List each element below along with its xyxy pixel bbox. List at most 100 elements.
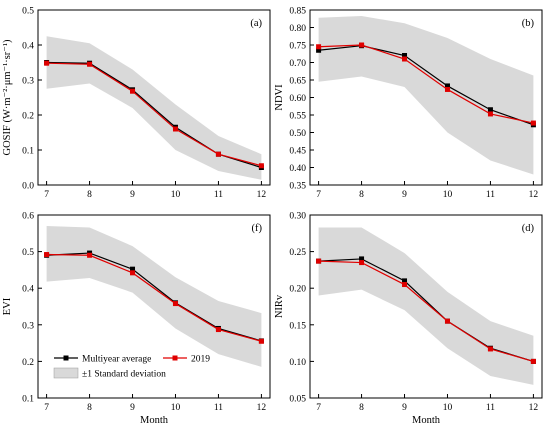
y-tick-label: 0.4 (22, 285, 34, 295)
y-tick-label: 0.25 (289, 248, 306, 258)
series-line-2019 (318, 44, 534, 124)
data-point-2019 (258, 338, 264, 344)
data-point-multiyear-average (487, 107, 493, 113)
data-point-2019 (87, 252, 93, 258)
panel-label: (b) (522, 18, 535, 29)
data-point-multiyear-average (316, 47, 322, 53)
series-line-2019 (46, 62, 262, 167)
x-tick-label: 7 (44, 190, 49, 200)
y-axis-label: GOSIF (W·m⁻²·μm⁻¹·sr⁻¹) (2, 39, 13, 155)
y-tick-label: 0.1 (22, 147, 34, 157)
x-tick-label: 8 (359, 403, 364, 413)
y-axis-label: NDVI (274, 84, 285, 111)
std-band-2 (46, 225, 262, 367)
y-tick-label: 0.30 (289, 212, 306, 222)
x-tick-label: 10 (171, 403, 181, 413)
data-point-2019 (215, 151, 221, 157)
data-point-2019 (316, 258, 322, 264)
data-point-2019 (359, 260, 365, 266)
panel-label: (a) (250, 18, 262, 29)
x-tick-label: 11 (214, 190, 223, 200)
y-tick-label: 0.6 (22, 212, 34, 222)
plot-frame-3 (309, 214, 543, 399)
data-point-multiyear-average (402, 53, 408, 58)
plot-frame-2 (37, 214, 271, 399)
series-line-multiyear-average (318, 45, 534, 126)
x-tick-label: 7 (316, 190, 321, 200)
std-band-3 (318, 227, 534, 385)
x-axis-label: Month (140, 415, 169, 426)
data-point-multiyear-average (359, 256, 365, 262)
x-tick-label: 8 (87, 190, 92, 200)
x-tick-label: 10 (171, 190, 181, 200)
x-tick-label: 10 (443, 403, 453, 413)
data-point-multiyear-average (402, 278, 408, 284)
y-tick-label: 0.70 (289, 59, 306, 69)
series-line-2019 (46, 253, 262, 342)
data-point-multiyear-average (444, 83, 450, 89)
legend: Multiyear average 2019 ±1 Standard deviati… (53, 355, 210, 380)
panel-label: (d) (522, 223, 535, 234)
data-point-2019 (402, 282, 408, 288)
x-tick-label: 9 (130, 403, 135, 413)
chart-panel-1: 0.35 0.40 0.45 0.50 0.55 0.60 0.65 0.70 0.75 0.80… (274, 7, 543, 200)
x-tick-label: 9 (402, 403, 407, 413)
x-tick-label: 10 (443, 190, 453, 200)
x-tick-label: 11 (486, 190, 495, 200)
y-tick-label: 0.4 (22, 42, 34, 52)
data-point-2019 (172, 126, 178, 132)
x-tick-label: 12 (529, 190, 539, 200)
data-point-2019 (215, 327, 221, 333)
y-tick-label: 0.3 (22, 321, 34, 331)
std-band-1 (318, 15, 534, 175)
x-tick-label: 7 (316, 403, 321, 413)
data-point-2019 (87, 61, 93, 67)
data-point-2019 (44, 60, 50, 66)
x-tick-label: 9 (402, 190, 407, 200)
series-line-multiyear-average (46, 252, 262, 342)
x-tick-label: 11 (486, 403, 495, 413)
y-tick-label: 0.5 (22, 248, 34, 258)
y-tick-label: 0.75 (289, 42, 306, 52)
x-axis-label: Month (412, 415, 441, 426)
plot-frame-0 (37, 9, 271, 186)
data-point-2019 (172, 301, 178, 307)
x-tick-label: 12 (257, 403, 267, 413)
y-tick-label: 0.05 (289, 395, 306, 405)
data-point-2019 (530, 120, 536, 126)
data-point-2019 (130, 88, 136, 94)
y-tick-label: 0.60 (289, 94, 306, 104)
data-point-2019 (530, 358, 536, 364)
chart-panel-0: 0.0 0.1 0.2 0.3 0.4 0.5 7 8 9 10 11 12 (a) GOSIF (W·m… (2, 7, 271, 200)
series-line-2019 (318, 260, 534, 362)
data-point-2019 (316, 44, 322, 50)
data-point-2019 (444, 318, 450, 324)
y-axis-label: EVI (2, 297, 13, 315)
chart-panel-3: 0.05 0.10 0.15 0.20 0.25 0.30 7 8 9 10 11 12 (d) NIRv… (274, 212, 543, 426)
x-tick-label: 7 (44, 403, 49, 413)
y-tick-label: 0.35 (289, 182, 306, 192)
x-tick-label: 8 (359, 190, 364, 200)
y-tick-label: 0.80 (289, 24, 306, 34)
x-tick-label: 12 (257, 190, 267, 200)
legend-marker-2019 (172, 355, 178, 361)
data-point-2019 (487, 111, 493, 117)
data-point-2019 (130, 270, 136, 276)
y-axis-label: NIRv (274, 294, 285, 318)
y-tick-label: 0.2 (22, 358, 34, 368)
y-tick-label: 0.1 (22, 395, 34, 405)
y-tick-label: 0.50 (289, 129, 306, 139)
y-tick-label: 0.20 (289, 285, 306, 295)
legend-label-std-band: ±1 Standard deviation (82, 370, 166, 380)
y-tick-label: 0.55 (289, 112, 306, 122)
data-point-2019 (44, 252, 50, 258)
x-tick-label: 9 (130, 190, 135, 200)
y-tick-label: 0.45 (289, 147, 306, 157)
data-point-2019 (444, 86, 450, 92)
legend-label-multiyear-average: Multiyear average (82, 355, 151, 365)
y-tick-label: 0.40 (289, 164, 306, 174)
x-tick-label: 12 (529, 403, 539, 413)
data-point-2019 (258, 163, 264, 169)
y-tick-label: 0.85 (289, 7, 306, 17)
